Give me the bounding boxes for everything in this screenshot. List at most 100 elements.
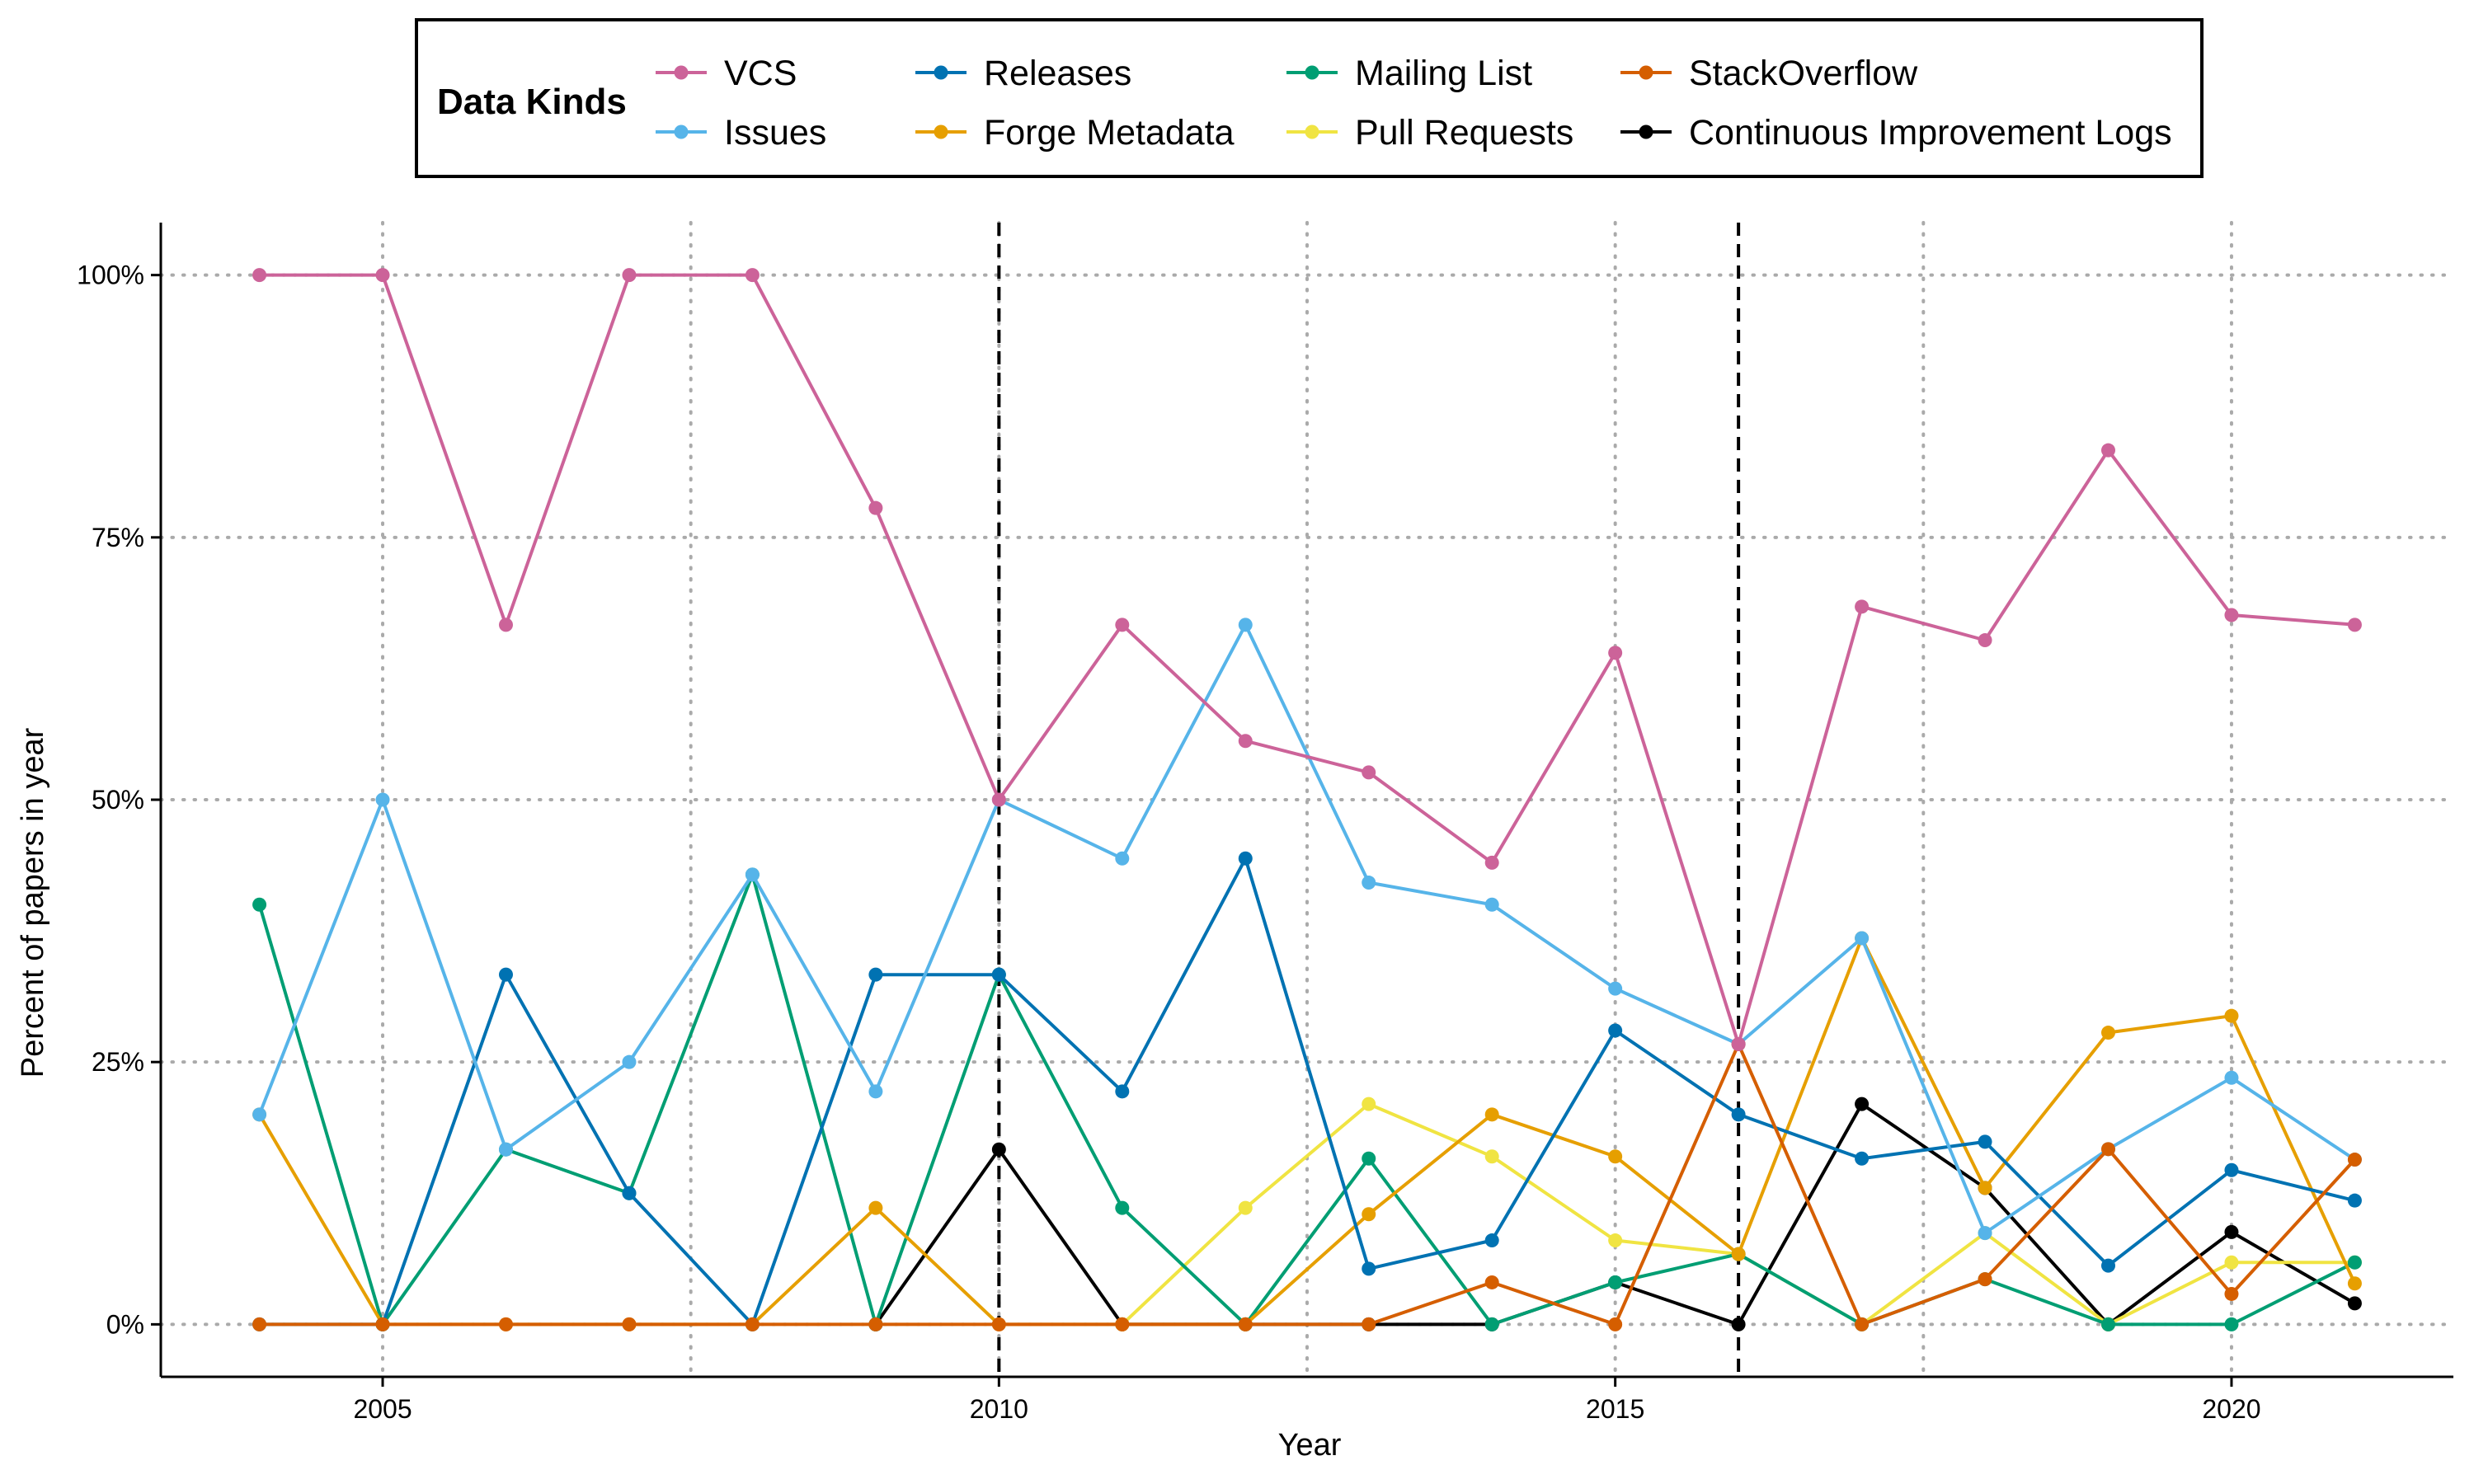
data-point-vcs-2018 [1978, 633, 1992, 648]
data-point-issues-2006 [498, 1142, 513, 1157]
series-line-mailing-list [257, 872, 2356, 1327]
legend-label: Pull Requests [1355, 113, 1573, 153]
data-point-forge-metadata-2009 [868, 1200, 883, 1215]
data-point-stackoverflow-2017 [1855, 1317, 1870, 1331]
data-point-vcs-2007 [622, 268, 637, 283]
series-line-vcs [259, 273, 2355, 1046]
data-point-mailing-list-2014 [1484, 1317, 1499, 1331]
data-point-forge-metadata-2019 [2101, 1026, 2116, 1040]
data-point-issues-2008 [745, 867, 760, 882]
legend: Data Kinds VCS Issues Releases Forge Metada… [415, 18, 2204, 178]
series-line-forge-metadata [257, 937, 2357, 1327]
data-point-releases-2012 [1238, 851, 1253, 866]
data-point-pull-requests-2015 [1608, 1233, 1623, 1248]
data-point-pull-requests-2012 [1238, 1200, 1253, 1215]
data-point-issues-2007 [622, 1054, 637, 1069]
data-point-mailing-list-2021 [2347, 1255, 2362, 1270]
data-point-stackoverflow-2005 [375, 1317, 390, 1331]
data-point-mailing-list-2013 [1362, 1151, 1376, 1166]
legend-label: Releases [984, 54, 1131, 93]
data-point-stackoverflow-2007 [622, 1317, 637, 1331]
data-point-continuous-improvement-logs-2021 [2347, 1296, 2362, 1311]
data-point-releases-2010 [991, 967, 1006, 982]
series-releases [252, 851, 2362, 1331]
legend-label: Forge Metadata [984, 113, 1235, 153]
data-point-releases-2014 [1484, 1233, 1499, 1248]
legend-key-point [674, 65, 689, 80]
data-point-stackoverflow-2008 [745, 1317, 760, 1331]
data-point-vcs-2020 [2224, 608, 2239, 622]
data-point-continuous-improvement-logs-2010 [991, 1142, 1006, 1157]
data-point-stackoverflow-2014 [1484, 1275, 1499, 1289]
data-point-continuous-improvement-logs-2020 [2224, 1224, 2239, 1239]
data-point-forge-metadata-2016 [1731, 1247, 1746, 1261]
series-vcs [252, 268, 2362, 1052]
series-line-releases [259, 857, 2355, 1327]
y-tick-label: 0% [106, 1309, 144, 1339]
legend-item-releases: Releases [915, 54, 1131, 93]
data-point-issues-2004 [252, 1107, 267, 1122]
x-tick-label: 2010 [970, 1394, 1028, 1424]
data-point-stackoverflow-2018 [1978, 1272, 1992, 1287]
data-point-vcs-2013 [1362, 765, 1376, 780]
data-point-stackoverflow-2010 [991, 1317, 1006, 1331]
data-point-releases-2018 [1978, 1134, 1992, 1149]
data-point-forge-metadata-2015 [1608, 1149, 1623, 1164]
grid [159, 221, 2455, 1378]
legend-item-forge-metadata: Forge Metadata [915, 113, 1235, 153]
y-tick-label: 25% [92, 1047, 144, 1077]
data-point-vcs-2021 [2347, 618, 2362, 632]
legend-key-point [1639, 65, 1653, 80]
legend-entries: VCS Issues Releases Forge Metadata Mailing L… [656, 54, 2172, 153]
data-point-stackoverflow-2021 [2347, 1153, 2362, 1167]
series-issues [252, 618, 2362, 1241]
legend-label: Mailing List [1355, 54, 1532, 93]
data-point-pull-requests-2020 [2224, 1255, 2239, 1270]
x-tick-label: 2015 [1586, 1394, 1644, 1424]
data-point-issues-2018 [1978, 1226, 1992, 1241]
legend-key-point [934, 124, 948, 139]
data-point-releases-2006 [498, 967, 513, 982]
data-point-vcs-2011 [1115, 618, 1130, 632]
legend-item-mailing-list: Mailing List [1286, 54, 1532, 93]
axes: 0% 25% 50% 75% 100% 2005 2010 2015 2020 [77, 223, 2453, 1424]
data-point-vcs-2019 [2101, 443, 2116, 458]
data-point-vcs-2010 [991, 792, 1006, 807]
series-line-stackoverflow [259, 1042, 2356, 1327]
data-point-vcs-2009 [868, 500, 883, 515]
legend-key-point [1639, 124, 1653, 139]
data-point-issues-2014 [1484, 897, 1499, 912]
series-line-issues [257, 622, 2356, 1235]
y-tick-label: 100% [77, 261, 144, 290]
data-point-releases-2021 [2347, 1193, 2362, 1208]
data-point-mailing-list-2004 [252, 897, 267, 912]
data-point-forge-metadata-2021 [2347, 1276, 2362, 1291]
data-point-forge-metadata-2013 [1362, 1207, 1376, 1222]
data-point-mailing-list-2019 [2101, 1317, 2116, 1331]
data-point-vcs-2015 [1608, 646, 1623, 660]
data-point-continuous-improvement-logs-2016 [1731, 1317, 1746, 1331]
data-point-stackoverflow-2009 [868, 1317, 883, 1331]
legend-key-point [1305, 124, 1319, 139]
legend-label: Issues [724, 113, 826, 153]
legend-item-continuous-improvement-logs: Continuous Improvement Logs [1620, 113, 2172, 153]
data-point-stackoverflow-2015 [1608, 1317, 1623, 1331]
x-axis-title: Year [1278, 1428, 1342, 1463]
data-point-releases-2007 [622, 1186, 637, 1200]
y-axis-title: Percent of papers in year [16, 727, 50, 1078]
data-point-releases-2017 [1855, 1151, 1870, 1166]
data-point-forge-metadata-2020 [2224, 1008, 2239, 1023]
data-point-issues-2011 [1115, 851, 1130, 866]
legend-title: Data Kinds [437, 82, 627, 122]
data-point-mailing-list-2015 [1608, 1275, 1623, 1289]
data-point-pull-requests-2013 [1362, 1097, 1376, 1111]
data-point-continuous-improvement-logs-2017 [1855, 1097, 1870, 1111]
legend-item-stackoverflow: StackOverflow [1620, 54, 1918, 93]
x-tick-label: 2020 [2202, 1394, 2260, 1424]
data-point-issues-2013 [1362, 876, 1376, 890]
legend-item-issues: Issues [656, 113, 826, 153]
legend-label: VCS [724, 54, 797, 93]
y-tick-label: 75% [92, 523, 144, 552]
data-point-vcs-2012 [1238, 734, 1253, 749]
data-point-stackoverflow-2012 [1238, 1317, 1253, 1331]
